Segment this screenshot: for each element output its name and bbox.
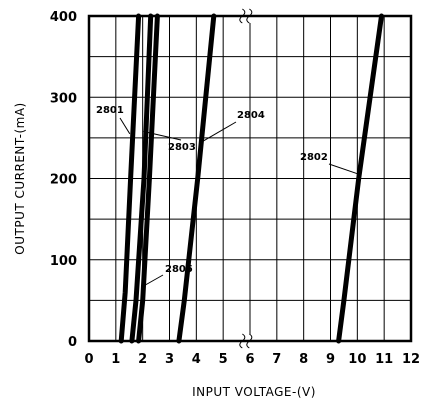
x-axis-title: INPUT VOLTAGE-(V) — [192, 385, 316, 399]
curve-label-2804: 2804 — [237, 110, 265, 121]
x-tick-labels: 0 1 2 3 4 5 6 7 8 9 10 11 12 — [84, 352, 420, 367]
x-tick-label: 10 — [348, 352, 366, 367]
series-2802 — [336, 13, 384, 344]
series-2805 — [136, 13, 160, 344]
curve-label-2802: 2802 — [300, 152, 328, 163]
series-2804 — [176, 13, 217, 344]
y-tick-label: 400 — [50, 10, 77, 25]
x-tick-label: 12 — [402, 352, 420, 367]
x-tick-label: 5 — [219, 352, 228, 367]
x-tick-label: 2 — [138, 352, 147, 367]
y-tick-label: 300 — [50, 91, 77, 106]
curve-labels: 2801 2803 2805 2804 2802 — [96, 105, 360, 287]
x-tick-label: 0 — [84, 352, 93, 367]
leader-line-2804 — [201, 121, 237, 143]
curves — [118, 13, 384, 344]
x-tick-label: 11 — [375, 352, 393, 367]
x-tick-label: 6 — [245, 352, 254, 367]
series-2803 — [129, 13, 154, 344]
x-tick-label: 1 — [111, 352, 120, 367]
y-tick-label: 100 — [50, 254, 77, 269]
y-tick-label: 200 — [50, 173, 77, 188]
x-tick-label: 7 — [272, 352, 281, 367]
y-axis-title: OUTPUT CURRENT-(mA) — [13, 102, 27, 254]
curve-label-2805: 2805 — [165, 264, 193, 275]
x-tick-label: 9 — [326, 352, 335, 367]
x-tick-label: 3 — [165, 352, 174, 367]
curve-label-2801: 2801 — [96, 105, 124, 116]
leader-line-2801 — [119, 117, 131, 135]
y-tick-label: 0 — [68, 335, 77, 350]
x-tick-label: 8 — [299, 352, 308, 367]
series-2801 — [118, 13, 142, 344]
x-tick-label: 4 — [192, 352, 201, 367]
leader-line-2802 — [328, 163, 360, 175]
curve-label-2803: 2803 — [168, 142, 196, 153]
y-tick-labels: 0 100 200 300 400 — [50, 10, 77, 350]
leader-line-2805 — [143, 274, 164, 287]
plot-frame — [87, 14, 413, 343]
leader-line-2803 — [143, 130, 182, 141]
